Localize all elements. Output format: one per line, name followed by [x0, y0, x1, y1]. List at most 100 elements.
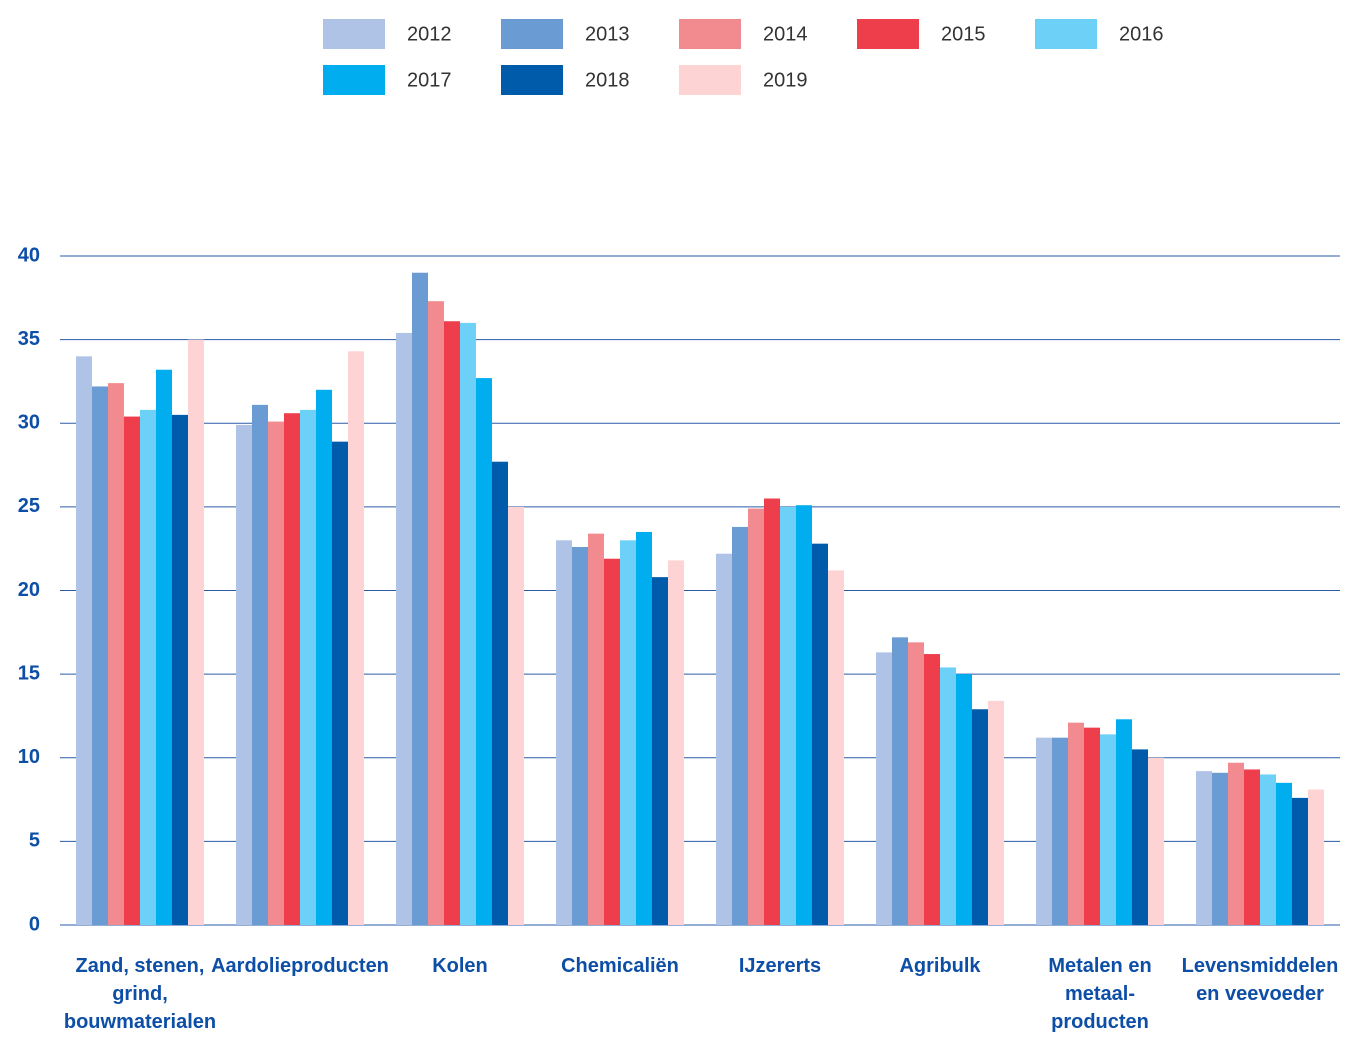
legend-swatch [1035, 19, 1097, 49]
x-tick-label: IJzererts [738, 955, 822, 977]
bar [508, 506, 524, 925]
bar [492, 461, 508, 925]
bar [156, 369, 172, 926]
x-tick-label: Aardolieproducten [211, 955, 389, 977]
bar [796, 505, 812, 925]
x-tick-label-box: Aardolieproducten [211, 952, 389, 980]
bar [716, 553, 732, 925]
legend-label: 2012 [407, 23, 452, 45]
x-tick-label: Levensmiddelen en veevoeder [1181, 955, 1339, 1005]
bar [940, 667, 956, 925]
bar [652, 577, 668, 925]
y-tick-label: 35 [18, 328, 40, 350]
legend-swatch [501, 19, 563, 49]
bar [236, 424, 252, 925]
bar [732, 526, 748, 925]
bar [1308, 789, 1324, 925]
x-tick-label-box: Levensmiddelen en veevoeder [1180, 952, 1340, 1008]
bar [284, 413, 300, 925]
bar [892, 637, 908, 925]
legend-label: 2016 [1119, 23, 1164, 45]
bar [1276, 782, 1292, 925]
y-tick-label: 15 [18, 662, 40, 684]
x-tick-label: Kolen [432, 955, 488, 977]
bar [1228, 762, 1244, 925]
bar [252, 404, 268, 925]
x-tick-label: Zand, stenen, grind, bouwmaterialen [63, 955, 217, 1033]
bar [172, 414, 188, 925]
bar [1100, 734, 1116, 925]
bar [428, 301, 444, 926]
bar [300, 409, 316, 925]
bar [1148, 757, 1164, 925]
legend-label: 2019 [763, 69, 808, 91]
bar [956, 674, 972, 925]
bar [188, 339, 204, 925]
bar [108, 383, 124, 925]
bar [76, 356, 92, 926]
y-tick-label: 40 [18, 244, 40, 266]
x-tick-label: Metalen en metaal-producten [1048, 955, 1152, 1033]
bar [316, 389, 332, 925]
x-tick-label-box: Kolen [380, 952, 540, 980]
legend-label: 2013 [585, 23, 630, 45]
y-tick-label: 5 [29, 830, 40, 852]
bar [588, 533, 604, 925]
bar [876, 652, 892, 925]
bar [476, 378, 492, 925]
legend-swatch [323, 65, 385, 95]
bar [1116, 719, 1132, 925]
legend-swatch [679, 19, 741, 49]
bar [268, 421, 284, 925]
bar [812, 543, 828, 925]
bar [908, 642, 924, 925]
bar [828, 570, 844, 925]
legend-swatch [501, 65, 563, 95]
bar [460, 322, 476, 925]
bar [1132, 749, 1148, 925]
x-tick-label-box: Chemicaliën [540, 952, 700, 980]
x-tick-label-box: Metalen en metaal-producten [1020, 952, 1180, 1036]
bar [412, 272, 428, 926]
bar [332, 441, 348, 925]
bar [124, 416, 140, 925]
legend-label: 2014 [763, 23, 808, 45]
bar [396, 332, 412, 925]
bar [972, 709, 988, 925]
bar [1260, 774, 1276, 925]
legend-swatch [857, 19, 919, 49]
bar [748, 508, 764, 925]
bar [1244, 769, 1260, 925]
bar [92, 386, 108, 926]
legend-swatch [323, 19, 385, 49]
bar [556, 540, 572, 925]
legend-label: 2015 [941, 23, 986, 45]
y-tick-label: 10 [18, 746, 40, 768]
bar [780, 506, 796, 925]
legend-label: 2018 [585, 69, 630, 91]
y-tick-label: 0 [29, 913, 40, 935]
bar [1196, 771, 1212, 925]
y-tick-label: 30 [18, 412, 40, 434]
bar [572, 547, 588, 925]
bar [1036, 737, 1052, 925]
y-tick-label: 20 [18, 579, 40, 601]
x-tick-label-box: Zand, stenen, grind, bouwmaterialen [60, 952, 220, 1036]
x-tick-label-box: IJzererts [700, 952, 860, 980]
bar [348, 351, 364, 925]
x-tick-label: Chemicaliën [561, 955, 679, 977]
bar [636, 531, 652, 925]
bar [1068, 722, 1084, 925]
bar [668, 560, 684, 925]
bar [620, 540, 636, 925]
legend-swatch [679, 65, 741, 95]
bar [764, 498, 780, 925]
bar [1292, 797, 1308, 925]
bar [140, 409, 156, 925]
bar [604, 558, 620, 925]
legend-label: 2017 [407, 69, 452, 91]
bar [988, 700, 1004, 925]
y-tick-label: 25 [18, 495, 40, 517]
